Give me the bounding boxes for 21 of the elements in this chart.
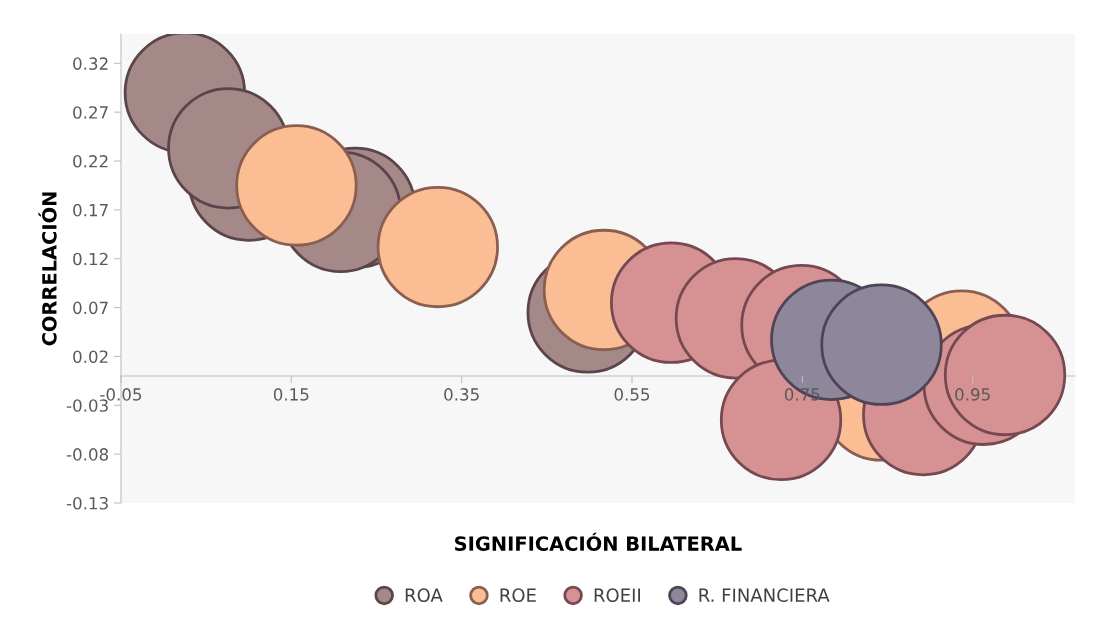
legend-label: ROEII <box>594 588 640 603</box>
y-tick-label: 0.22 <box>73 155 108 168</box>
y-tick-label: 0.12 <box>73 252 108 266</box>
legend-label: ROA <box>405 588 443 603</box>
x-tick-label: 0.35 <box>444 388 479 401</box>
y-tick-label: 0.17 <box>73 203 108 217</box>
legend-label: ROE <box>500 588 536 603</box>
y-axis-title: CORRELACIÓN <box>38 192 57 346</box>
y-tick-label: 0.27 <box>73 106 108 119</box>
legend-label: R. FINANCIERA <box>699 588 830 603</box>
x-tick-label: 0.95 <box>955 388 990 401</box>
y-tick-label: 0.32 <box>73 57 108 70</box>
y-tick-label: -0.03 <box>66 399 108 412</box>
y-tick-label: 0.02 <box>73 350 108 364</box>
x-tick-label: 0.55 <box>614 388 650 401</box>
y-tick-label: -0.08 <box>66 448 109 461</box>
x-tick-label: -0.05 <box>100 388 142 401</box>
y-tick-label: -0.13 <box>66 496 108 510</box>
x-tick-label: 0.15 <box>273 388 309 401</box>
x-axis-title: SIGNIFICACIÓN BILATERAL <box>455 532 742 551</box>
y-tick-label: 0.07 <box>73 301 108 315</box>
